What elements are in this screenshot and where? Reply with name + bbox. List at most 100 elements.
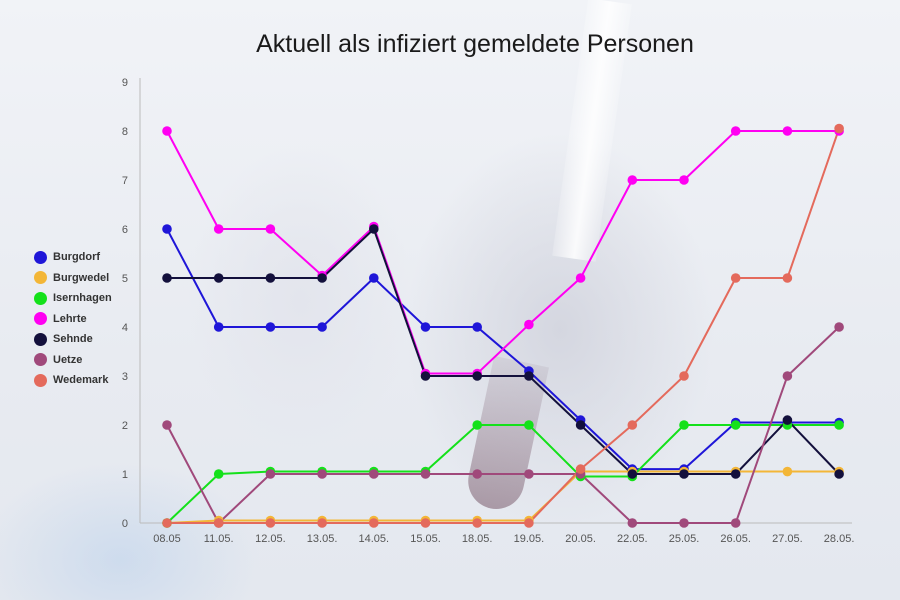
legend-marker xyxy=(34,312,47,326)
data-point-uetze xyxy=(420,469,431,479)
data-point-sehnde xyxy=(162,273,172,283)
x-tick-label: 15.05. xyxy=(410,533,441,545)
x-tick-label: 26.05. xyxy=(720,533,751,545)
legend-item: Lehrte xyxy=(34,309,112,330)
data-point-wedemark xyxy=(213,518,224,528)
x-tick-label: 27.05. xyxy=(772,533,803,545)
data-point-uetze xyxy=(369,469,379,479)
y-tick-label: 9 xyxy=(122,77,128,89)
y-tick-label: 4 xyxy=(122,322,128,334)
data-point-wedemark xyxy=(472,518,483,528)
data-point-sehnde xyxy=(213,273,224,283)
x-tick-label: 13.05. xyxy=(307,533,338,545)
y-tick-label: 3 xyxy=(122,371,128,383)
x-tick-label: 25.05. xyxy=(669,533,700,545)
y-tick-label: 8 xyxy=(122,126,128,138)
x-tick-label: 22.05. xyxy=(617,533,648,545)
data-point-burgdorf xyxy=(420,322,431,332)
data-point-uetze xyxy=(834,322,844,332)
data-point-wedemark xyxy=(782,273,793,283)
data-point-uetze xyxy=(162,420,172,430)
x-tick-label: 19.05. xyxy=(514,533,545,545)
data-point-burgdorf xyxy=(162,224,172,234)
data-point-sehnde xyxy=(317,273,327,283)
data-point-sehnde xyxy=(782,415,793,425)
data-point-burgdorf xyxy=(265,322,276,332)
series-line-sehnde xyxy=(167,228,840,475)
data-point-wedemark xyxy=(524,518,534,528)
data-point-isernhagen xyxy=(213,469,224,479)
data-point-burgdorf xyxy=(317,322,327,332)
data-point-lehrte xyxy=(265,224,276,234)
legend-marker xyxy=(34,291,47,305)
data-point-isernhagen xyxy=(834,420,844,430)
data-point-wedemark xyxy=(369,518,379,528)
legend-item: Uetze xyxy=(34,350,112,371)
data-point-sehnde xyxy=(265,273,276,283)
data-point-wedemark xyxy=(420,518,431,528)
legend-label: Isernhagen xyxy=(53,292,112,305)
data-point-wedemark xyxy=(317,518,327,528)
data-point-uetze xyxy=(317,469,327,479)
data-point-sehnde xyxy=(627,469,638,479)
x-tick-label: 18.05. xyxy=(462,533,493,545)
x-tick-label: 12.05. xyxy=(255,533,286,545)
series-line-uetze xyxy=(166,326,840,524)
data-point-sehnde xyxy=(730,469,741,479)
data-point-isernhagen xyxy=(679,420,689,430)
y-tick-label: 2 xyxy=(122,420,128,432)
series-line-lehrte xyxy=(166,130,840,375)
data-point-lehrte xyxy=(782,126,793,136)
data-point-uetze xyxy=(782,371,793,381)
legend-label: Lehrte xyxy=(53,312,87,325)
data-point-lehrte xyxy=(213,224,224,234)
data-point-lehrte xyxy=(627,175,638,185)
legend-label: Uetze xyxy=(53,353,83,366)
data-point-wedemark xyxy=(575,464,586,474)
data-point-wedemark xyxy=(162,518,172,528)
data-point-isernhagen xyxy=(524,420,534,430)
y-tick-label: 5 xyxy=(122,273,128,285)
data-point-isernhagen xyxy=(730,420,741,430)
data-point-uetze xyxy=(730,518,741,528)
data-point-lehrte xyxy=(730,126,741,136)
legend-item: Sehnde xyxy=(34,329,112,350)
y-tick-label: 6 xyxy=(122,224,128,236)
data-point-wedemark xyxy=(730,273,741,283)
data-point-lehrte xyxy=(575,273,586,283)
data-point-uetze xyxy=(679,518,689,528)
legend-marker xyxy=(34,353,47,367)
data-point-wedemark xyxy=(627,420,638,430)
data-point-wedemark xyxy=(679,371,689,381)
series-line-wedemark xyxy=(167,128,841,524)
legend-marker xyxy=(34,271,47,285)
data-point-sehnde xyxy=(834,469,844,479)
legend-item: Burgwedel xyxy=(34,268,112,289)
data-point-isernhagen xyxy=(472,420,483,430)
data-point-lehrte xyxy=(162,126,172,136)
legend-item: Burgdorf xyxy=(34,247,112,268)
y-tick-label: 1 xyxy=(122,469,128,481)
legend-label: Burgdorf xyxy=(53,251,101,264)
data-point-sehnde xyxy=(472,371,483,381)
legend-label: Burgwedel xyxy=(53,271,110,284)
data-point-burgwedel xyxy=(782,466,793,477)
data-point-sehnde xyxy=(369,224,379,234)
data-point-wedemark xyxy=(834,123,844,134)
legend-marker xyxy=(34,250,47,264)
legend-marker xyxy=(34,373,47,387)
data-point-sehnde xyxy=(420,371,431,381)
data-point-burgdorf xyxy=(213,322,224,332)
chart-title: Aktuell als infiziert gemeldete Personen xyxy=(256,30,694,58)
legend-item: Isernhagen xyxy=(34,288,112,309)
data-point-sehnde xyxy=(575,420,586,430)
data-point-uetze xyxy=(627,518,638,528)
legend-marker xyxy=(34,332,47,346)
legend: Burgdorf Burgwedel Isernhagen Lehrte Sehnde U… xyxy=(34,247,112,391)
data-point-uetze xyxy=(265,469,276,479)
legend-label: Wedemark xyxy=(53,374,109,387)
x-tick-label: 28.05. xyxy=(824,533,855,545)
data-point-wedemark xyxy=(265,518,276,528)
data-point-burgdorf xyxy=(472,322,483,332)
